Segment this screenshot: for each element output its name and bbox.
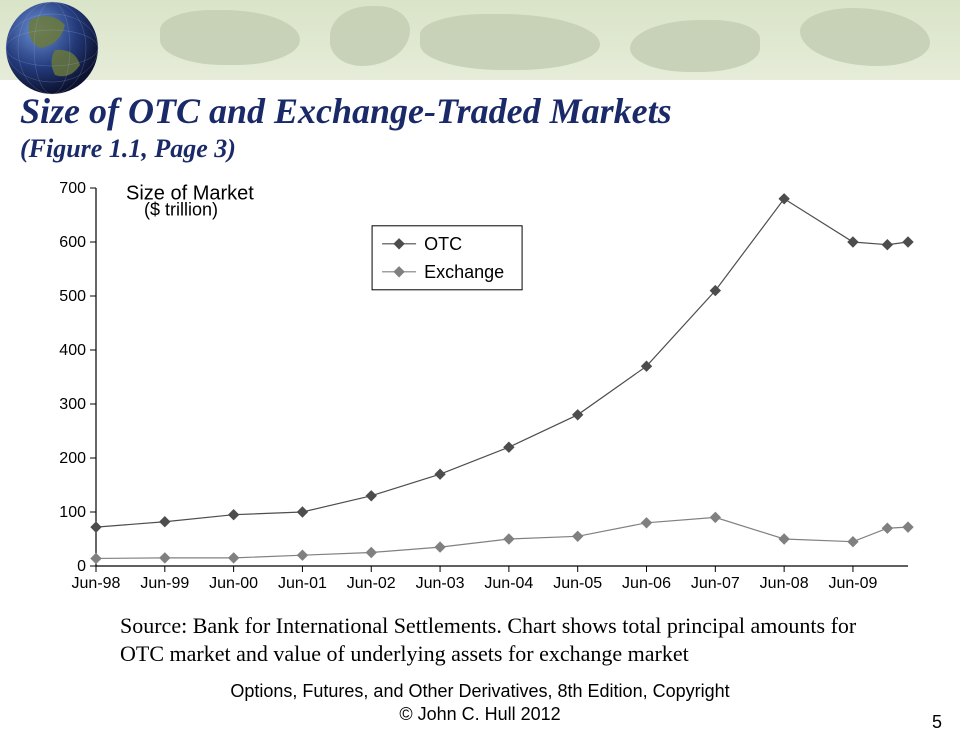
svg-text:Jun-01: Jun-01 xyxy=(278,575,327,592)
slide-subtitle: (Figure 1.1, Page 3) xyxy=(20,134,236,164)
svg-text:Jun-98: Jun-98 xyxy=(72,575,121,592)
map-shape xyxy=(630,20,760,72)
svg-text:Jun-00: Jun-00 xyxy=(209,575,258,592)
svg-text:Exchange: Exchange xyxy=(424,262,504,282)
svg-text:600: 600 xyxy=(59,234,86,251)
svg-text:Jun-05: Jun-05 xyxy=(553,575,602,592)
svg-text:700: 700 xyxy=(59,180,86,197)
svg-text:200: 200 xyxy=(59,450,86,467)
slide: Size of OTC and Exchange-Traded Markets … xyxy=(0,0,960,743)
map-banner xyxy=(0,0,960,80)
globe-icon xyxy=(0,0,110,96)
svg-text:Jun-99: Jun-99 xyxy=(140,575,189,592)
chart-caption: Source: Bank for International Settlemen… xyxy=(120,612,880,667)
svg-text:300: 300 xyxy=(59,396,86,413)
slide-title: Size of OTC and Exchange-Traded Markets xyxy=(20,92,672,132)
svg-text:Jun-07: Jun-07 xyxy=(691,575,740,592)
footer-line-1: Options, Futures, and Other Derivatives,… xyxy=(230,681,729,701)
footer: Options, Futures, and Other Derivatives,… xyxy=(0,680,960,727)
market-size-chart: 0 100 200 300 400 500 600 700 Jun-98 Jun-99 Jun-00… xyxy=(42,178,918,600)
svg-text:OTC: OTC xyxy=(424,234,462,254)
svg-text:Jun-06: Jun-06 xyxy=(622,575,671,592)
footer-line-2: © John C. Hull 2012 xyxy=(399,704,560,724)
map-shape xyxy=(330,6,410,66)
svg-text:100: 100 xyxy=(59,504,86,521)
svg-text:400: 400 xyxy=(59,342,86,359)
map-shape xyxy=(800,8,930,66)
svg-text:500: 500 xyxy=(59,288,86,305)
svg-text:0: 0 xyxy=(77,558,86,575)
svg-text:Jun-02: Jun-02 xyxy=(347,575,396,592)
svg-text:Jun-03: Jun-03 xyxy=(416,575,465,592)
map-shape xyxy=(160,10,300,65)
map-shape xyxy=(420,14,600,70)
svg-text:Jun-08: Jun-08 xyxy=(760,575,809,592)
svg-text:Jun-04: Jun-04 xyxy=(484,575,533,592)
page-number: 5 xyxy=(932,712,942,733)
svg-text:($ trillion): ($ trillion) xyxy=(144,200,218,220)
svg-text:Jun-09: Jun-09 xyxy=(828,575,877,592)
